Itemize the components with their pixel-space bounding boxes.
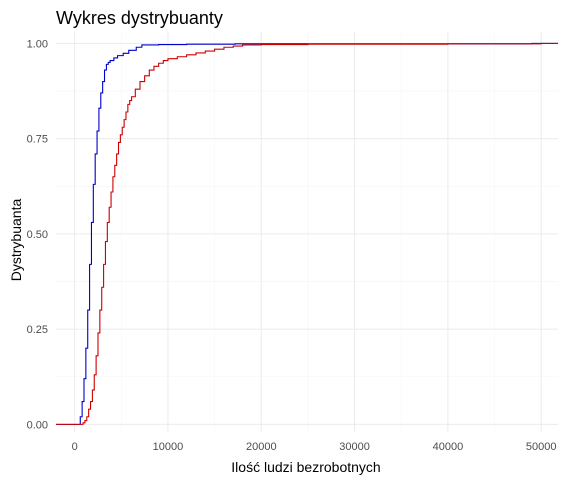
x-tick-labels: 0 10000 20000 30000 40000 50000: [72, 441, 557, 453]
x-tick-label: 0: [72, 441, 78, 453]
major-gridlines: [56, 32, 558, 432]
x-tick-label: 40000: [433, 441, 464, 453]
x-tick-label: 20000: [246, 441, 277, 453]
x-tick-label: 50000: [526, 441, 557, 453]
series-line-2: [56, 42, 558, 425]
series-lines: [56, 42, 558, 425]
x-tick-label: 10000: [153, 441, 184, 453]
x-axis-title: Ilość ludzi bezrobotnych: [231, 459, 380, 475]
y-tick-label: 0.75: [27, 134, 48, 146]
y-tick-label: 0.50: [27, 229, 48, 241]
y-tick-label: 1.00: [27, 38, 48, 50]
y-tick-labels: 0.00 0.25 0.50 0.75 1.00: [27, 38, 48, 431]
y-axis-title: Dystrybuanta: [8, 199, 24, 282]
series-line-1: [56, 42, 558, 425]
y-tick-label: 0.00: [27, 419, 48, 431]
x-tick-label: 30000: [339, 441, 370, 453]
y-tick-label: 0.25: [27, 324, 48, 336]
chart-title: Wykres dystrybuanty: [56, 8, 223, 28]
minor-gridlines: [56, 32, 558, 432]
